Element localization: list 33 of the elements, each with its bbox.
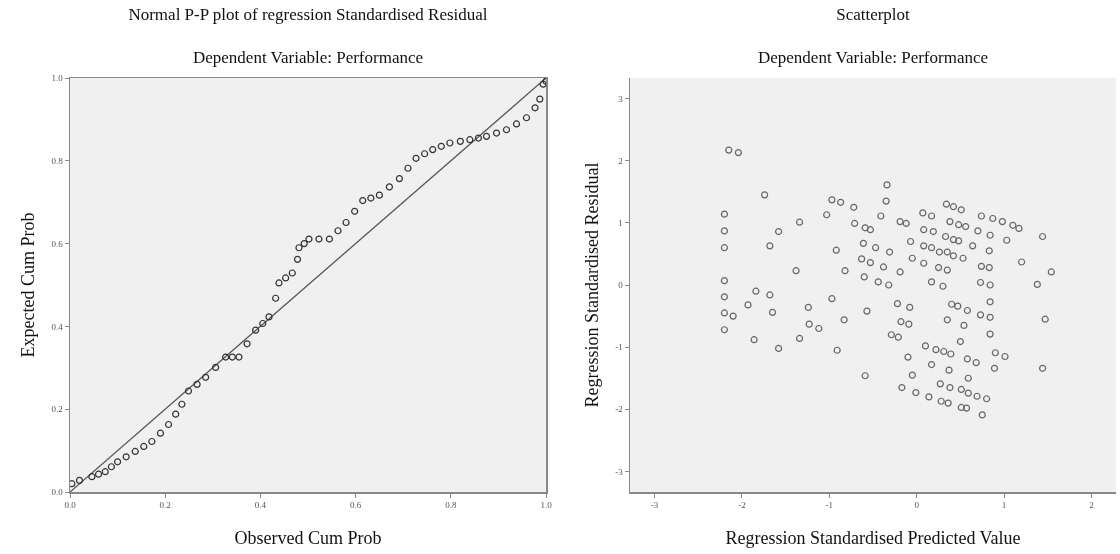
y-axis-title: Expected Cum Prob [17, 212, 38, 358]
y-tick-label: 0.0 [51, 487, 64, 498]
x-tick-label: 1 [1001, 500, 1007, 511]
y-tick-label: -2 [615, 404, 623, 415]
chart-title: Normal P-P plot of regression Standardised Residual [128, 5, 488, 25]
y-tick-label: 0.2 [51, 404, 63, 415]
y-tick-label: 2 [618, 155, 623, 166]
y-tick-label: 1.0 [51, 73, 64, 84]
y-axis-title: Regression Standardised Residual [581, 162, 602, 408]
x-tick-label: -2 [738, 500, 746, 511]
y-tick-label: 1 [618, 217, 623, 228]
y-tick-label: 0 [618, 280, 624, 291]
y-tick-label: -1 [615, 342, 623, 353]
y-tick-label: 3 [618, 93, 624, 104]
chart-subtitle: Dependent Variable: Performance [192, 48, 424, 68]
chart-title: Scatterplot [836, 5, 911, 25]
x-tick-label: 1.0 [540, 500, 553, 511]
x-tick-label: 2 [1089, 500, 1094, 511]
x-tick-label: 0.8 [445, 500, 457, 511]
y-tick-label: -3 [615, 466, 624, 477]
y-tick-label: 0.6 [51, 238, 64, 249]
x-axis-title: Observed Cum Prob [234, 528, 382, 549]
x-tick-label: 0 [914, 500, 920, 511]
x-tick-label: -3 [650, 500, 659, 511]
x-tick-label: 0.0 [64, 500, 77, 511]
x-axis-title: Regression Standardised Predicted Value [725, 528, 1021, 549]
x-tick-label: 0.2 [159, 500, 171, 511]
x-tick-label: 0.6 [349, 500, 362, 511]
x-tick-label: -1 [825, 500, 834, 511]
y-tick-label: 0.4 [51, 321, 64, 332]
y-tick-label: 0.8 [51, 155, 64, 166]
chart-subtitle: Dependent Variable: Performance [757, 48, 989, 68]
x-tick-label: 0.4 [254, 500, 267, 511]
